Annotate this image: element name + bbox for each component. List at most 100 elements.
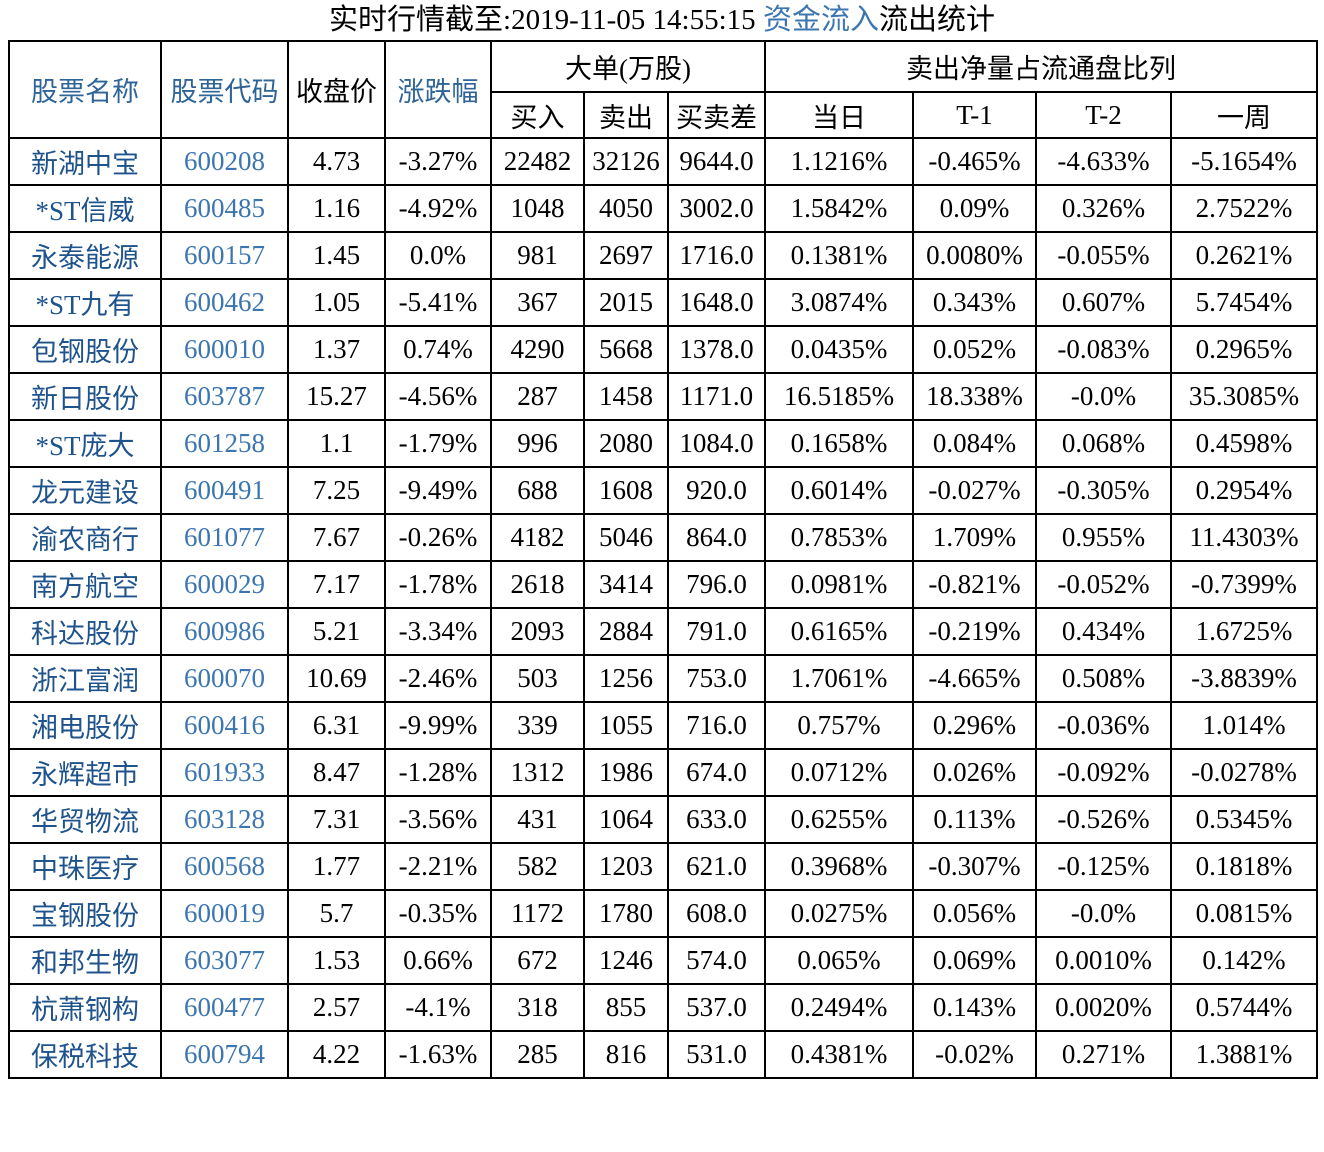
stock-code-cell: 600010: [160, 325, 289, 374]
change-pct-cell: 0.66%: [384, 936, 492, 985]
buy-volume-cell: 367: [490, 278, 585, 327]
change-pct-cell: -9.49%: [384, 466, 492, 515]
close-price-cell: 10.69: [287, 654, 386, 703]
stock-code-cell: 601077: [160, 513, 289, 562]
week-ratio-cell: 0.5744%: [1170, 983, 1319, 1032]
col-header-t2: T-2: [1035, 91, 1173, 139]
day-ratio-cell: 0.6014%: [764, 466, 915, 515]
col-header-sell: 卖出: [583, 91, 669, 139]
t1-ratio-cell: -0.307%: [912, 842, 1038, 891]
buy-sell-diff-cell: 531.0: [666, 1030, 767, 1079]
table-row: 南方航空 600029 7.17 -1.78% 2618 3414 796.0 0.0981%…: [8, 560, 1319, 609]
stock-name-cell: *ST信威: [8, 184, 162, 233]
stock-code-cell: 600794: [160, 1030, 289, 1079]
table-row: *ST九有 600462 1.05 -5.41% 367 2015 1648.0 3.0874…: [8, 278, 1319, 327]
buy-volume-cell: 4290: [490, 325, 585, 374]
t2-ratio-cell: -4.633%: [1035, 137, 1173, 186]
table-header: 股票名称 股票代码 收盘价 涨跌幅 大单(万股) 卖出净量占流通盘比列 买入 卖…: [8, 40, 1319, 139]
table-row: 渝农商行 601077 7.67 -0.26% 4182 5046 864.0 0.7853%…: [8, 513, 1319, 562]
week-ratio-cell: 0.1818%: [1170, 842, 1319, 891]
table-row: *ST庞大 601258 1.1 -1.79% 996 2080 1084.0 0.1658%…: [8, 419, 1319, 468]
week-ratio-cell: 0.0815%: [1170, 889, 1319, 938]
close-price-cell: 1.45: [287, 231, 386, 280]
close-price-cell: 1.05: [287, 278, 386, 327]
buy-sell-diff-cell: 796.0: [666, 560, 767, 609]
week-ratio-cell: -3.8839%: [1170, 654, 1319, 703]
col-header-buy: 买入: [490, 91, 585, 139]
close-price-cell: 1.16: [287, 184, 386, 233]
stock-code-cell: 603128: [160, 795, 289, 844]
t2-ratio-cell: 0.607%: [1035, 278, 1173, 327]
close-price-cell: 15.27: [287, 372, 386, 421]
buy-volume-cell: 503: [490, 654, 585, 703]
buy-sell-diff-cell: 3002.0: [666, 184, 767, 233]
week-ratio-cell: 35.3085%: [1170, 372, 1319, 421]
stock-name-cell: 保税科技: [8, 1030, 162, 1079]
buy-volume-cell: 431: [490, 795, 585, 844]
day-ratio-cell: 16.5185%: [764, 372, 915, 421]
t1-ratio-cell: -0.027%: [912, 466, 1038, 515]
change-pct-cell: -4.56%: [384, 372, 492, 421]
t1-ratio-cell: 0.09%: [912, 184, 1038, 233]
table-body: 新湖中宝 600208 4.73 -3.27% 22482 32126 9644.0 1.12…: [8, 137, 1319, 1079]
table-row: 永辉超市 601933 8.47 -1.28% 1312 1986 674.0 0.0712%…: [8, 748, 1319, 797]
week-ratio-cell: 1.6725%: [1170, 607, 1319, 656]
table-row: 科达股份 600986 5.21 -3.34% 2093 2884 791.0 0.6165%…: [8, 607, 1319, 656]
t1-ratio-cell: 0.069%: [912, 936, 1038, 985]
sell-volume-cell: 1986: [583, 748, 669, 797]
week-ratio-cell: -0.0278%: [1170, 748, 1319, 797]
buy-volume-cell: 1172: [490, 889, 585, 938]
sell-volume-cell: 1055: [583, 701, 669, 750]
t1-ratio-cell: 18.338%: [912, 372, 1038, 421]
week-ratio-cell: 0.142%: [1170, 936, 1319, 985]
stock-code-cell: 600019: [160, 889, 289, 938]
week-ratio-cell: 0.4598%: [1170, 419, 1319, 468]
change-pct-cell: -2.46%: [384, 654, 492, 703]
close-price-cell: 5.21: [287, 607, 386, 656]
close-price-cell: 4.22: [287, 1030, 386, 1079]
change-pct-cell: 0.74%: [384, 325, 492, 374]
day-ratio-cell: 1.5842%: [764, 184, 915, 233]
buy-volume-cell: 287: [490, 372, 585, 421]
stock-code-cell: 600157: [160, 231, 289, 280]
change-pct-cell: -1.63%: [384, 1030, 492, 1079]
t1-ratio-cell: 0.0080%: [912, 231, 1038, 280]
t2-ratio-cell: 0.434%: [1035, 607, 1173, 656]
buy-sell-diff-cell: 574.0: [666, 936, 767, 985]
stock-code-cell: 600491: [160, 466, 289, 515]
table-row: 中珠医疗 600568 1.77 -2.21% 582 1203 621.0 0.3968% -…: [8, 842, 1319, 891]
stock-code-cell: 601933: [160, 748, 289, 797]
day-ratio-cell: 0.0275%: [764, 889, 915, 938]
close-price-cell: 4.73: [287, 137, 386, 186]
col-header-t1: T-1: [912, 91, 1038, 139]
t2-ratio-cell: -0.055%: [1035, 231, 1173, 280]
day-ratio-cell: 0.7853%: [764, 513, 915, 562]
buy-sell-diff-cell: 1378.0: [666, 325, 767, 374]
week-ratio-cell: 1.014%: [1170, 701, 1319, 750]
sell-volume-cell: 32126: [583, 137, 669, 186]
stock-name-cell: 龙元建设: [8, 466, 162, 515]
stock-name-cell: *ST庞大: [8, 419, 162, 468]
t2-ratio-cell: -0.092%: [1035, 748, 1173, 797]
change-pct-cell: -3.34%: [384, 607, 492, 656]
t1-ratio-cell: 0.143%: [912, 983, 1038, 1032]
buy-volume-cell: 2093: [490, 607, 585, 656]
week-ratio-cell: 11.4303%: [1170, 513, 1319, 562]
col-header-buy-sell-diff: 买卖差: [666, 91, 767, 139]
change-pct-cell: -0.35%: [384, 889, 492, 938]
close-price-cell: 7.67: [287, 513, 386, 562]
col-header-stock-code: 股票代码: [160, 40, 289, 139]
buy-volume-cell: 688: [490, 466, 585, 515]
week-ratio-cell: -5.1654%: [1170, 137, 1319, 186]
table-row: 新日股份 603787 15.27 -4.56% 287 1458 1171.0 16.518…: [8, 372, 1319, 421]
group-header-large-orders: 大单(万股): [489, 40, 767, 93]
t2-ratio-cell: 0.326%: [1035, 184, 1173, 233]
day-ratio-cell: 0.6165%: [764, 607, 915, 656]
t1-ratio-cell: -0.02%: [912, 1030, 1038, 1079]
week-ratio-cell: 5.7454%: [1170, 278, 1319, 327]
t1-ratio-cell: 0.343%: [912, 278, 1038, 327]
buy-volume-cell: 1312: [490, 748, 585, 797]
buy-volume-cell: 582: [490, 842, 585, 891]
week-ratio-cell: 0.5345%: [1170, 795, 1319, 844]
t1-ratio-cell: 0.113%: [912, 795, 1038, 844]
